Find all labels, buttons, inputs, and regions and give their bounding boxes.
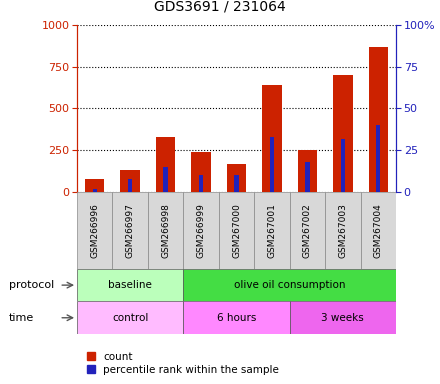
Text: GSM266998: GSM266998 bbox=[161, 203, 170, 258]
Bar bbox=[290, 301, 396, 334]
Text: olive oil consumption: olive oil consumption bbox=[234, 280, 345, 290]
Bar bbox=[183, 269, 396, 301]
Text: control: control bbox=[112, 313, 148, 323]
Text: protocol: protocol bbox=[9, 280, 54, 290]
Bar bbox=[290, 192, 325, 269]
Text: GSM266997: GSM266997 bbox=[126, 203, 135, 258]
Text: GSM267000: GSM267000 bbox=[232, 203, 241, 258]
Bar bbox=[369, 47, 388, 192]
Text: GSM267004: GSM267004 bbox=[374, 203, 383, 258]
Legend: count, percentile rank within the sample: count, percentile rank within the sample bbox=[87, 352, 279, 375]
Bar bbox=[270, 137, 274, 192]
Text: GSM266999: GSM266999 bbox=[197, 203, 205, 258]
Bar bbox=[297, 150, 317, 192]
Bar bbox=[341, 139, 345, 192]
Bar bbox=[92, 189, 97, 192]
Bar bbox=[333, 75, 352, 192]
Bar bbox=[227, 164, 246, 192]
Text: GSM267002: GSM267002 bbox=[303, 203, 312, 258]
Bar bbox=[156, 137, 176, 192]
Bar bbox=[254, 192, 290, 269]
Bar bbox=[262, 85, 282, 192]
Bar bbox=[360, 192, 396, 269]
Bar bbox=[191, 152, 211, 192]
Bar bbox=[121, 170, 140, 192]
Bar bbox=[113, 192, 148, 269]
Text: GSM267001: GSM267001 bbox=[268, 203, 276, 258]
Bar bbox=[183, 301, 290, 334]
Bar bbox=[199, 175, 203, 192]
Bar bbox=[164, 167, 168, 192]
Bar bbox=[219, 192, 254, 269]
Bar bbox=[128, 179, 132, 192]
Bar bbox=[77, 192, 113, 269]
Bar bbox=[85, 179, 104, 192]
Bar bbox=[376, 125, 381, 192]
Bar bbox=[77, 269, 183, 301]
Bar bbox=[183, 192, 219, 269]
Text: GSM267003: GSM267003 bbox=[338, 203, 347, 258]
Bar bbox=[148, 192, 183, 269]
Text: time: time bbox=[9, 313, 34, 323]
Text: baseline: baseline bbox=[108, 280, 152, 290]
Text: GSM266996: GSM266996 bbox=[90, 203, 99, 258]
Bar bbox=[305, 162, 309, 192]
Bar bbox=[235, 175, 238, 192]
Bar bbox=[325, 192, 360, 269]
Bar bbox=[77, 301, 183, 334]
Text: GDS3691 / 231064: GDS3691 / 231064 bbox=[154, 0, 286, 13]
Text: 6 hours: 6 hours bbox=[217, 313, 256, 323]
Text: 3 weeks: 3 weeks bbox=[322, 313, 364, 323]
